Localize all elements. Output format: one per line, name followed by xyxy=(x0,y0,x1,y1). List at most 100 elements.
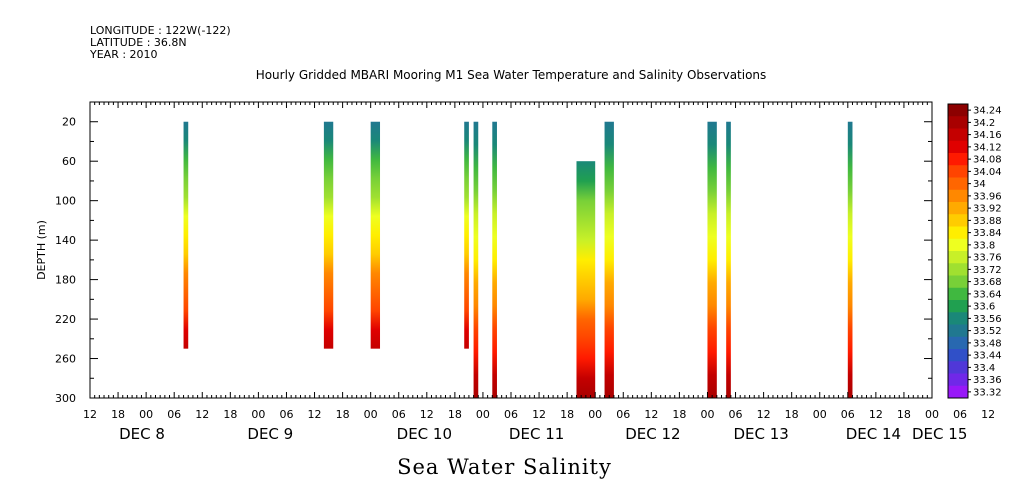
x-hour-tick-label: 00 xyxy=(813,408,827,421)
y-tick-label: 100 xyxy=(55,195,76,208)
salinity-profile-bar xyxy=(726,121,731,398)
colorbar-label: 34.24 xyxy=(973,106,1002,117)
x-hour-tick-label: 12 xyxy=(981,408,995,421)
x-hour-tick-label: 12 xyxy=(420,408,434,421)
colorbar-label: 33.32 xyxy=(973,387,1002,398)
colorbar-swatch xyxy=(948,116,968,129)
x-hour-tick-label: 06 xyxy=(616,408,630,421)
x-hour-tick-label: 06 xyxy=(279,408,293,421)
x-hour-tick-label: 00 xyxy=(700,408,714,421)
colorbar-label: 33.6 xyxy=(973,302,995,313)
x-hour-tick-label: 12 xyxy=(83,408,97,421)
x-hour-tick-label: 06 xyxy=(504,408,518,421)
colorbar-swatch xyxy=(948,165,968,178)
y-tick-label: 300 xyxy=(55,392,76,405)
x-hour-tick-label: 12 xyxy=(644,408,658,421)
colorbar-label: 33.64 xyxy=(973,289,1002,300)
colorbar-label: 34.2 xyxy=(973,118,995,129)
colorbar-swatch xyxy=(948,324,968,338)
x-hour-tick-label: 06 xyxy=(729,408,743,421)
x-hour-tick-label: 00 xyxy=(925,408,939,421)
y-axis-label: DEPTH (m) xyxy=(35,220,48,280)
colorbar-label: 33.84 xyxy=(973,228,1002,239)
x-hour-tick-label: 06 xyxy=(841,408,855,421)
longitude-label: LONGITUDE : 122W(-122) xyxy=(90,24,231,37)
colorbar-swatch xyxy=(948,128,968,142)
x-day-label: DEC 13 xyxy=(733,425,788,443)
x-day-label: DEC 14 xyxy=(846,425,901,443)
chart-title: Hourly Gridded MBARI Mooring M1 Sea Wate… xyxy=(255,68,767,82)
colorbar-swatch xyxy=(948,177,968,191)
colorbar-label: 34.04 xyxy=(973,167,1002,178)
y-tick-label: 180 xyxy=(55,274,76,287)
x-hour-tick-label: 06 xyxy=(392,408,406,421)
y-tick-label: 60 xyxy=(62,155,76,168)
colorbar-label: 33.92 xyxy=(973,204,1002,215)
colorbar-swatch xyxy=(948,373,968,387)
colorbar-swatch xyxy=(948,263,968,276)
x-hour-tick-label: 18 xyxy=(448,408,462,421)
y-tick-label: 220 xyxy=(55,313,76,326)
colorbar-label: 33.48 xyxy=(973,338,1002,349)
colorbar-label: 34 xyxy=(973,179,986,190)
salinity-profile-bar xyxy=(323,121,334,349)
variable-label: Sea Water Salinity xyxy=(397,455,612,479)
x-hour-tick-label: 18 xyxy=(223,408,237,421)
colorbar-swatch xyxy=(948,140,968,154)
colorbar-swatch xyxy=(948,202,968,215)
x-hour-tick-label: 18 xyxy=(111,408,125,421)
x-day-label: DEC 9 xyxy=(247,425,293,443)
x-hour-tick-label: 00 xyxy=(251,408,265,421)
salinity-profile-bar xyxy=(183,121,189,349)
colorbar-swatch xyxy=(948,275,968,289)
salinity-profile-bar xyxy=(464,121,469,349)
y-tick-label: 20 xyxy=(62,116,76,129)
x-hour-tick-label: 00 xyxy=(364,408,378,421)
x-hour-tick-label: 12 xyxy=(195,408,209,421)
colorbar-label: 34.08 xyxy=(973,155,1002,166)
colorbar-label: 33.76 xyxy=(973,253,1002,264)
salinity-profile-bar xyxy=(492,121,497,398)
x-hour-tick-label: 18 xyxy=(336,408,350,421)
x-day-label: DEC 11 xyxy=(509,425,564,443)
colorbar-label: 33.4 xyxy=(973,363,995,374)
x-hour-tick-label: 18 xyxy=(785,408,799,421)
x-hour-tick-label: 06 xyxy=(167,408,181,421)
x-hour-tick-label: 00 xyxy=(588,408,602,421)
colorbar-swatch xyxy=(948,287,968,301)
x-hour-tick-label: 06 xyxy=(953,408,967,421)
colorbar-swatch xyxy=(948,238,968,252)
y-tick-label: 260 xyxy=(55,353,76,366)
y-tick-label: 140 xyxy=(55,234,76,247)
colorbar-swatch xyxy=(948,153,968,166)
colorbar-swatch xyxy=(948,312,968,325)
colorbar-swatch xyxy=(948,385,968,399)
colorbar-label: 33.52 xyxy=(973,326,1002,337)
salinity-profile-bar xyxy=(473,121,479,398)
colorbar-label: 33.36 xyxy=(973,375,1002,386)
plot-frame xyxy=(89,101,933,399)
x-hour-tick-label: 18 xyxy=(560,408,574,421)
x-hour-tick-label: 12 xyxy=(532,408,546,421)
colorbar-label: 33.96 xyxy=(973,191,1002,202)
colorbar-label: 33.44 xyxy=(973,351,1002,362)
colorbar-swatch xyxy=(948,214,968,227)
colorbar-label: 33.72 xyxy=(973,265,1002,276)
x-hour-tick-label: 12 xyxy=(757,408,771,421)
colorbar-swatch xyxy=(948,336,968,350)
colorbar-swatch xyxy=(948,300,968,313)
salinity-profile-bar xyxy=(370,121,381,349)
latitude-label: LATITUDE : 36.8N xyxy=(90,36,187,49)
x-day-label: DEC 12 xyxy=(625,425,680,443)
colorbar-swatch xyxy=(948,251,968,264)
x-hour-tick-label: 00 xyxy=(476,408,490,421)
plot-area xyxy=(183,121,853,398)
x-day-label: DEC 8 xyxy=(119,425,165,443)
x-day-label: DEC 15 xyxy=(912,425,967,443)
x-hour-tick-label: 18 xyxy=(897,408,911,421)
salinity-profile-bar xyxy=(707,121,717,398)
colorbar-swatch xyxy=(948,104,968,117)
colorbar-label: 34.16 xyxy=(973,130,1002,141)
colorbar-swatch xyxy=(948,361,968,374)
